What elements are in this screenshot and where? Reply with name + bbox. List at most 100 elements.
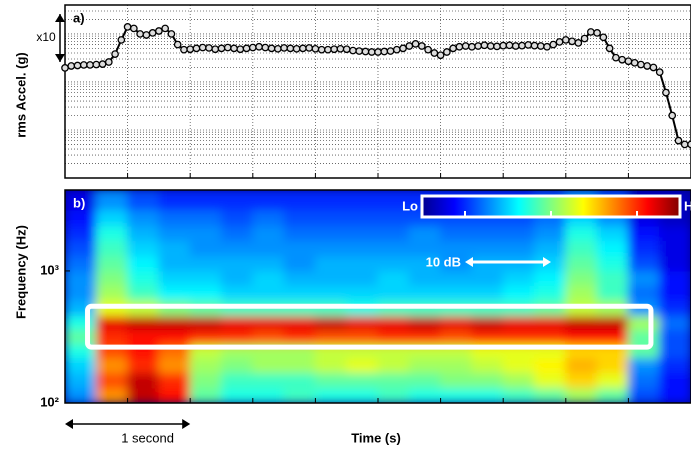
heatmap-cell: [158, 314, 191, 331]
heatmap-cell: [565, 255, 598, 272]
data-point: [130, 24, 138, 33]
data-point: [561, 36, 570, 44]
data-point: [349, 46, 357, 55]
heatmap-cell: [221, 209, 254, 227]
heatmap-cell: [627, 372, 661, 389]
heatmap-cell: [534, 225, 567, 241]
heatmap-cell: [283, 190, 316, 211]
heatmap-cell: [127, 314, 160, 331]
heatmap-cell: [408, 255, 442, 272]
heatmap-cell: [534, 284, 567, 301]
heatmap-cell: [377, 357, 410, 374]
heatmap-cell: [627, 255, 661, 272]
heatmap-cell: [95, 387, 129, 403]
heatmap-cell: [440, 329, 473, 345]
data-point: [248, 43, 257, 52]
heatmap-cell: [95, 329, 129, 345]
data-point: [386, 47, 395, 55]
heatmap-cell: [377, 284, 410, 301]
data-point: [180, 45, 188, 54]
heatmap-cell: [221, 387, 254, 403]
data-point: [217, 44, 226, 53]
heatmap-cell: [659, 329, 691, 345]
time-scale-label: 1 second: [121, 430, 174, 445]
heatmap-cell: [283, 225, 316, 241]
heatmap: [65, 190, 691, 403]
data-point: [493, 42, 501, 51]
heatmap-cell: [502, 329, 535, 345]
heatmap-cell: [408, 329, 442, 345]
heatmap-cell: [502, 284, 535, 301]
heatmap-cell: [502, 270, 535, 286]
heatmap-cell: [408, 225, 442, 241]
heatmap-cell: [252, 270, 285, 286]
heatmap-cell: [502, 225, 535, 241]
heatmap-cell: [408, 387, 442, 403]
heatmap-cell: [408, 372, 442, 389]
data-point: [86, 61, 94, 69]
data-point: [280, 44, 288, 52]
data-point: [618, 55, 626, 64]
heatmap-cell: [596, 372, 629, 389]
heatmap-cell: [189, 225, 222, 241]
heatmap-cell: [158, 209, 191, 227]
heatmap-cell: [346, 387, 379, 403]
data-point: [211, 45, 220, 54]
heatmap-cell: [534, 270, 567, 286]
heatmap-cell: [502, 387, 535, 403]
heatmap-cell: [596, 284, 629, 301]
scale-bar-label: x10: [36, 30, 56, 44]
data-point: [117, 36, 126, 44]
heatmap-cell: [659, 284, 691, 301]
heatmap-cell: [627, 314, 661, 331]
data-point: [230, 44, 238, 53]
heatmap-cell: [565, 314, 598, 331]
data-point: [305, 44, 313, 52]
arrow-head: [65, 419, 73, 429]
heatmap-cell: [65, 239, 97, 257]
heatmap-cell: [377, 314, 410, 331]
heatmap-cell: [221, 372, 254, 389]
heatmap-cell: [534, 314, 567, 331]
data-point: [173, 40, 182, 49]
heatmap-cell: [596, 239, 629, 257]
heatmap-cell: [158, 270, 191, 286]
heatmap-cell: [627, 225, 661, 241]
heatmap-cell: [534, 372, 567, 389]
data-point: [317, 45, 326, 54]
heatmap-cell: [565, 387, 598, 403]
heatmap-cell: [377, 225, 410, 241]
data-point: [593, 29, 601, 37]
heatmap-cell: [65, 357, 97, 374]
data-point: [674, 136, 683, 145]
heatmap-cell: [314, 387, 348, 403]
scale-bar-label: 10 dB: [426, 254, 461, 269]
data-point: [436, 51, 445, 60]
heatmap-cell: [221, 314, 254, 331]
heatmap-cell: [252, 225, 285, 241]
heatmap-cell: [314, 314, 348, 331]
heatmap-cell: [346, 314, 379, 331]
heatmap-cell: [221, 239, 254, 257]
data-point: [123, 23, 132, 31]
heatmap-cell: [252, 372, 285, 389]
heatmap-cell: [189, 284, 222, 301]
heatmap-cell: [565, 270, 598, 286]
data-point: [92, 60, 101, 69]
heatmap-cell: [221, 255, 254, 272]
heatmap-cell: [565, 372, 598, 389]
heatmap-cell: [65, 255, 97, 272]
heatmap-cell: [471, 387, 504, 403]
heatmap-cell: [565, 239, 598, 257]
data-point: [637, 60, 645, 69]
data-point: [392, 45, 401, 54]
heatmap-cell: [659, 270, 691, 286]
data-point: [430, 49, 439, 57]
heatmap-cell: [314, 209, 348, 227]
heatmap-cell: [659, 239, 691, 257]
heatmap-cell: [127, 239, 160, 257]
heatmap-cell: [314, 284, 348, 301]
data-point: [549, 40, 558, 49]
heatmap-cell: [440, 225, 473, 241]
heatmap-cell: [346, 190, 379, 211]
